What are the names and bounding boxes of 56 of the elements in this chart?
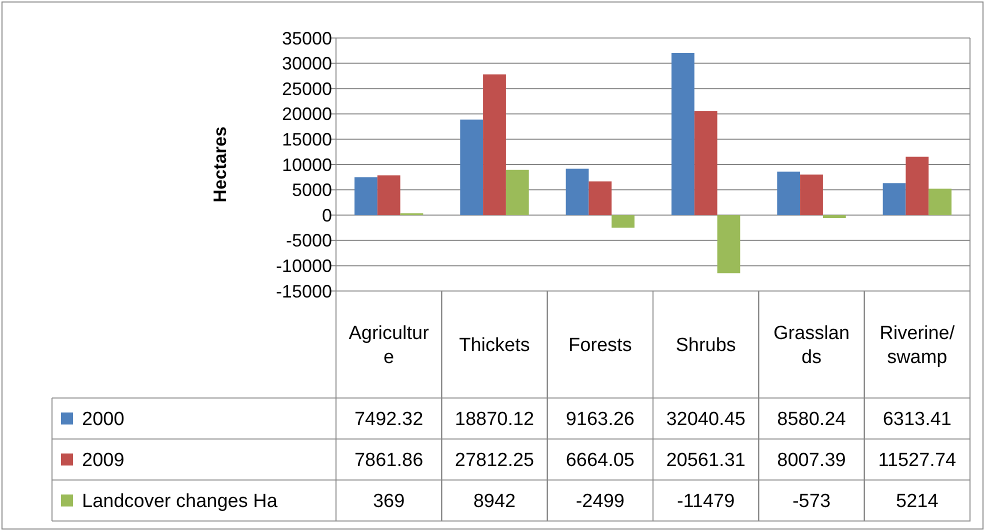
legend-label: Landcover changes Ha — [82, 491, 278, 512]
y-tick-label: -15000 — [276, 281, 332, 302]
data-label: -573 — [792, 491, 831, 512]
data-label: -2499 — [576, 491, 624, 512]
data-label: 18870.12 — [454, 409, 534, 430]
bar — [928, 188, 952, 216]
legend-label: 2009 — [82, 450, 124, 472]
y-tick-label: 25000 — [282, 78, 332, 99]
bar — [566, 168, 589, 216]
y-tick-label: 10000 — [282, 154, 332, 175]
bar — [822, 215, 846, 218]
bar — [483, 74, 506, 216]
data-label: 7492.32 — [354, 409, 424, 430]
data-label: 27812.25 — [454, 450, 534, 472]
y-tick-label: 20000 — [282, 104, 332, 124]
bar — [694, 111, 718, 216]
legend-label: 2000 — [82, 409, 124, 430]
y-tick-label: 5000 — [292, 180, 332, 200]
data-label: 8942 — [473, 491, 516, 512]
data-label: 32040.45 — [666, 409, 746, 430]
bar — [671, 52, 694, 216]
bar — [377, 175, 400, 216]
data-label: 8007.39 — [777, 450, 846, 472]
bar — [588, 181, 612, 216]
x-tick-label: Thickets — [459, 335, 530, 356]
x-tick-label: Shrubs — [676, 335, 736, 356]
data-label: -11479 — [676, 491, 735, 512]
bar — [506, 170, 529, 216]
bar — [906, 156, 929, 216]
data-label: 8580.24 — [777, 409, 846, 430]
data-label: 5214 — [896, 491, 939, 512]
y-tick-label: -10000 — [276, 256, 332, 276]
bar — [717, 215, 740, 274]
y-tick-label: 35000 — [282, 28, 332, 48]
y-axis-title: Hectares — [210, 126, 230, 203]
bar — [612, 215, 635, 228]
x-tick-label: Agriculture — [348, 323, 430, 368]
bar — [354, 177, 378, 216]
data-label: 6664.05 — [566, 450, 635, 472]
x-tick-label: Forests — [568, 335, 632, 356]
y-tick-label: -5000 — [286, 230, 332, 251]
y-tick-label: 30000 — [282, 54, 332, 74]
y-tick-label: 15000 — [282, 130, 332, 150]
data-label: 7861.86 — [354, 450, 424, 472]
y-tick-label: 0 — [322, 205, 332, 226]
x-tick-label: Grasslands — [773, 323, 850, 368]
data-label: 11527.74 — [878, 450, 957, 472]
x-tick-label: Riverine/swamp — [880, 323, 956, 368]
bar — [460, 120, 484, 216]
bar — [800, 174, 823, 216]
bar — [882, 183, 906, 216]
data-label: 6313.41 — [882, 409, 952, 430]
data-label: 9163.26 — [566, 409, 635, 430]
bar — [777, 172, 800, 216]
data-label: 20561.31 — [666, 450, 746, 472]
data-label: 369 — [372, 491, 405, 512]
